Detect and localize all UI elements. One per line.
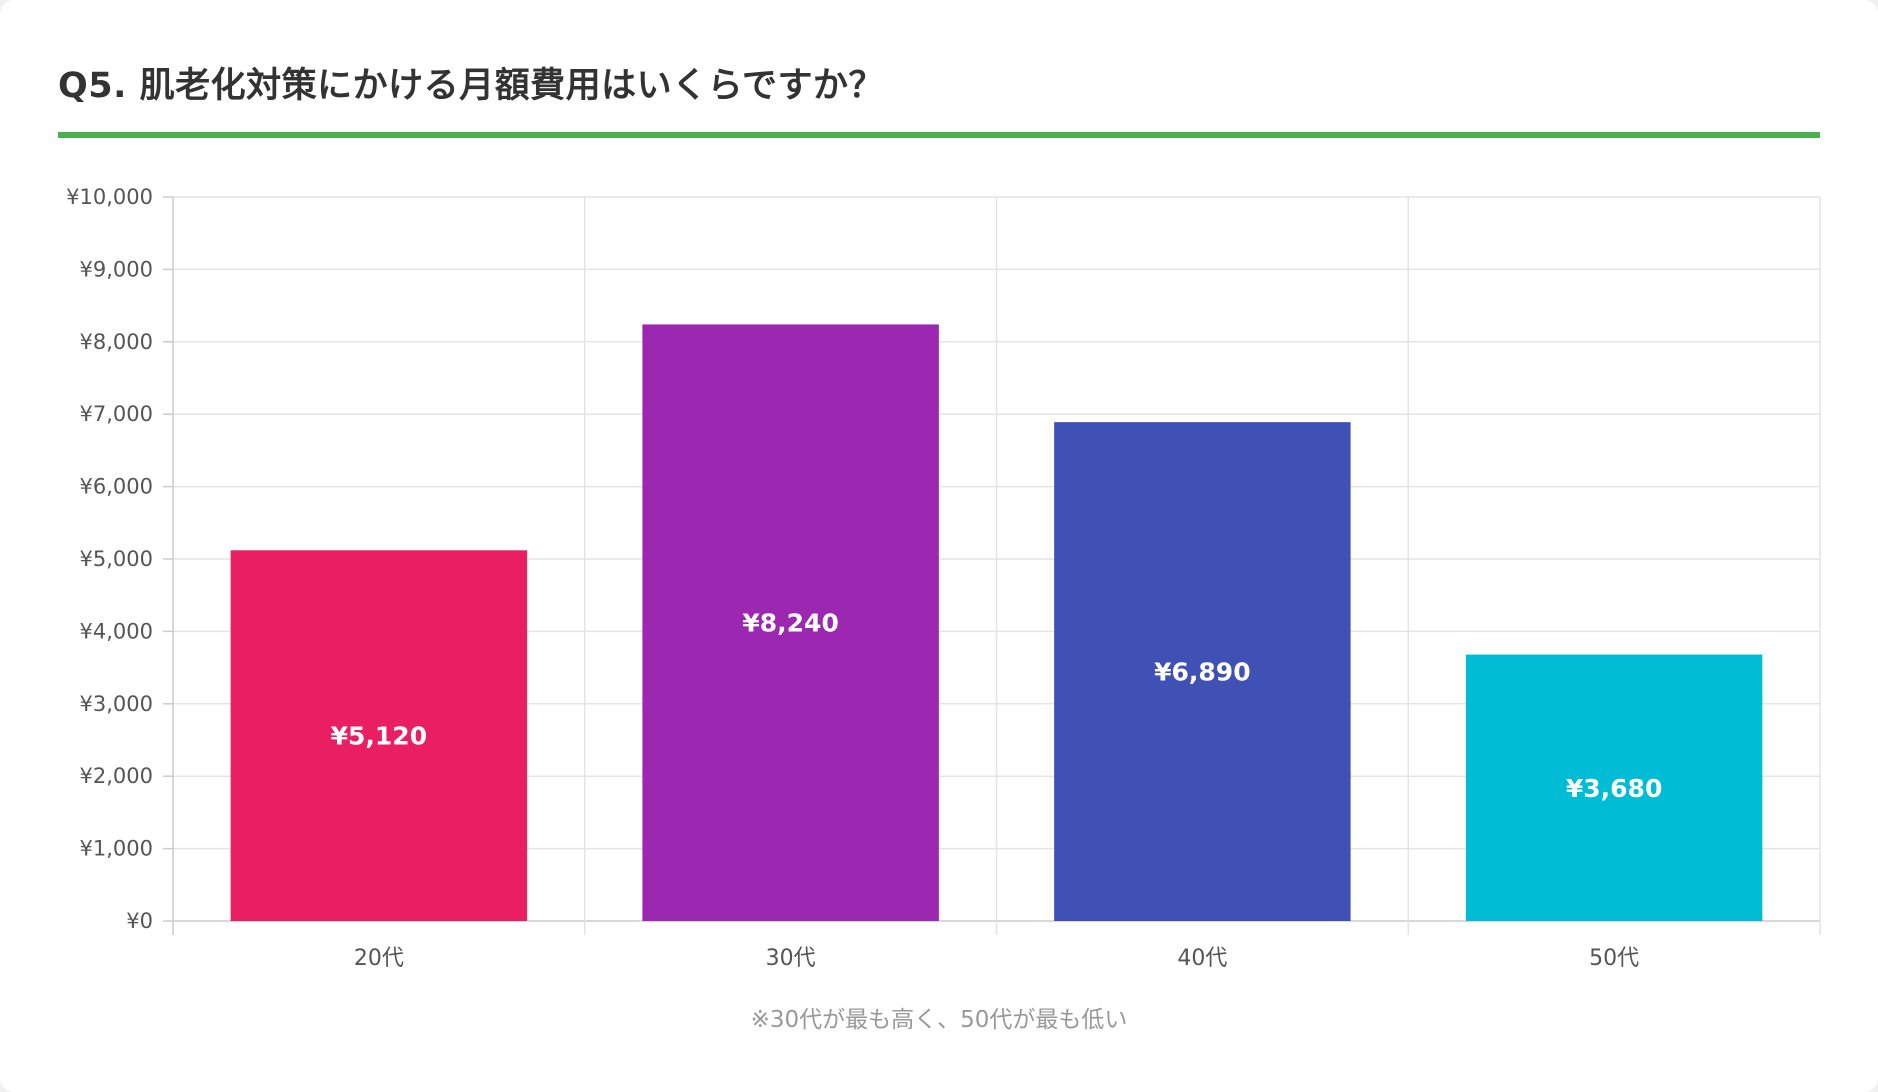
bar-value-label: ¥8,240	[742, 609, 838, 638]
bar-4	[1465, 654, 1763, 921]
bar-3	[1054, 422, 1351, 921]
x-category-label: 20代	[354, 946, 404, 971]
y-tick-label: ¥0	[126, 909, 153, 933]
title-underline	[58, 132, 1820, 138]
x-category-label: 30代	[766, 946, 816, 971]
x-category-label: 40代	[1177, 946, 1227, 971]
labels: ¥0 ¥1,000 ¥2,000 ¥3,000 ¥4,000 ¥5,000 ¥6,000 ¥7…	[66, 185, 1662, 971]
bars	[230, 324, 1763, 921]
bar-1	[230, 550, 528, 921]
chart-footnote: ※30代が最も高く、50代が最も低い	[750, 1007, 1128, 1033]
y-tick-label: ¥7,000	[80, 402, 153, 426]
y-tick-label: ¥9,000	[80, 257, 153, 281]
y-tick-label: ¥1,000	[80, 837, 153, 861]
bar-2	[642, 324, 939, 921]
y-tick-label: ¥5,000	[80, 547, 153, 571]
bar-value-label: ¥6,890	[1154, 658, 1250, 687]
y-tick-label: ¥3,000	[80, 692, 153, 716]
y-tick-label: ¥2,000	[80, 764, 153, 788]
bar-value-label: ¥3,680	[1566, 774, 1662, 803]
y-tick-label: ¥6,000	[80, 475, 153, 499]
bar-value-label: ¥5,120	[331, 722, 427, 751]
axes	[163, 196, 173, 922]
x-category-label: 50代	[1589, 946, 1639, 971]
chart-title: Q5. 肌老化対策にかける月額費用はいくらですか？	[58, 66, 885, 106]
y-tick-label: ¥4,000	[80, 619, 153, 643]
y-tick-label: ¥10,000	[66, 185, 153, 209]
y-tick-label: ¥8,000	[80, 330, 153, 354]
